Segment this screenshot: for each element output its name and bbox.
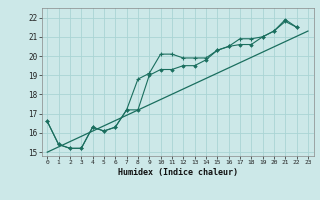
X-axis label: Humidex (Indice chaleur): Humidex (Indice chaleur) [118,168,237,177]
